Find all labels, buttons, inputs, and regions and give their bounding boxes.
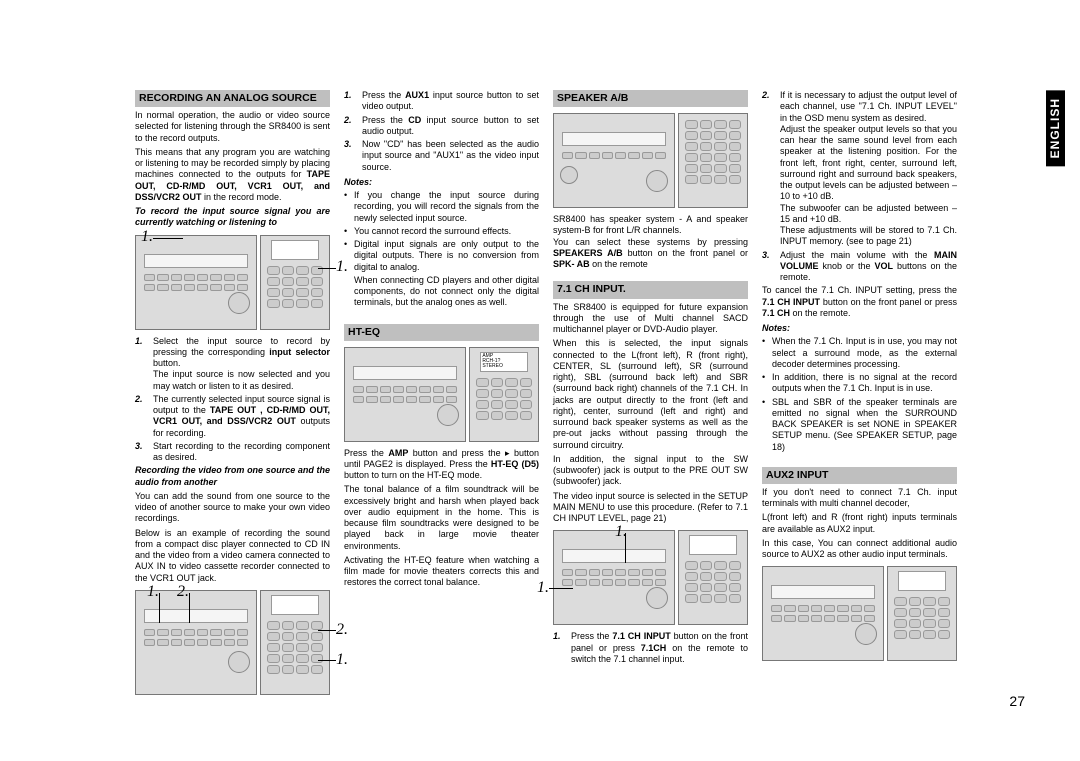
steps-list-cont: 2.If it is necessary to adjust the outpu… (762, 90, 957, 283)
remote-illustration (887, 566, 957, 661)
diagram-record-1: 1. 1. (135, 235, 330, 330)
para: Press the AMP button and press the ▸ but… (344, 448, 539, 482)
callout-1r: 1. (336, 650, 348, 670)
front-panel-illustration (344, 347, 466, 442)
subhead: To record the input source signal you ar… (135, 206, 330, 229)
subhead-2: Recording the video from one source and … (135, 465, 330, 488)
para: Below is an example of recording the sou… (135, 528, 330, 584)
steps-list-71ch: 1.Press the 7.1 CH INPUT button on the f… (553, 631, 748, 665)
callout-1: 1. (147, 582, 159, 602)
remote-illustration: AMPRCH-1?STEREO (469, 347, 539, 442)
heading-aux2: AUX2 INPUT (762, 467, 957, 484)
para: The SR8400 is equipped for future expans… (553, 302, 748, 336)
para: L(front left) and R (front right) inputs… (762, 512, 957, 535)
front-panel-illustration (553, 530, 675, 625)
para: To cancel the 7.1 Ch. INPUT setting, pre… (762, 285, 957, 319)
manual-page: ENGLISH RECORDING AN ANALOG SOURCE In no… (135, 90, 1065, 710)
diagram-71ch: 1. 1. (553, 530, 748, 625)
page-number: 27 (1009, 693, 1025, 711)
steps-list-2: 1.Press the AUX1 input source button to … (344, 90, 539, 173)
remote-illustration (260, 235, 330, 330)
column-3: SPEAKER A/B SR8400 has speaker system - … (553, 90, 748, 701)
notes-heading: Notes: (762, 323, 957, 334)
steps-list-1: 1.Select the input source to record by p… (135, 336, 330, 464)
remote-illustration (260, 590, 330, 695)
remote-illustration (678, 530, 748, 625)
diagram-speaker-ab (553, 113, 748, 208)
callout-1: 1. (141, 227, 153, 247)
notes-list-2: When the 7.1 Ch. Input is in use, you ma… (762, 336, 957, 453)
para: In normal operation, the audio or video … (135, 110, 330, 144)
para: Activating the HT-EQ feature when watchi… (344, 555, 539, 589)
notes-list: If you change the input source during re… (344, 190, 539, 273)
callout-2r: 2. (336, 620, 348, 640)
diagram-record-2: 1. 2. 2. 1. (135, 590, 330, 695)
para: When connecting CD players and other dig… (344, 275, 539, 309)
column-4: 2.If it is necessary to adjust the outpu… (762, 90, 957, 701)
heading-hteq: HT-EQ (344, 324, 539, 341)
heading-speaker-ab: SPEAKER A/B (553, 90, 748, 107)
content-columns: RECORDING AN ANALOG SOURCE In normal ope… (135, 90, 1035, 701)
para: In addition, the signal input to the SW … (553, 454, 748, 488)
column-1: RECORDING AN ANALOG SOURCE In normal ope… (135, 90, 330, 701)
language-tab: ENGLISH (1046, 90, 1065, 166)
remote-illustration (678, 113, 748, 208)
front-panel-illustration (135, 590, 257, 695)
para: When this is selected, the input signals… (553, 338, 748, 451)
heading-71ch: 7.1 CH INPUT. (553, 281, 748, 298)
para: The video input source is selected in th… (553, 491, 748, 525)
front-panel-illustration (553, 113, 675, 208)
para: The tonal balance of a film soundtrack w… (344, 484, 539, 552)
callout-2: 2. (177, 582, 189, 602)
diagram-aux2 (762, 566, 957, 661)
para: SR8400 has speaker system - A and speake… (553, 214, 748, 270)
front-panel-illustration (135, 235, 257, 330)
diagram-hteq: AMPRCH-1?STEREO (344, 347, 539, 442)
callout-1r: 1. (336, 257, 348, 277)
front-panel-illustration (762, 566, 884, 661)
para: You can add the sound from one source to… (135, 491, 330, 525)
para: In this case, You can connect additional… (762, 538, 957, 561)
para: This means that any program you are watc… (135, 147, 330, 203)
callout-1: 1. (537, 578, 549, 598)
notes-heading: Notes: (344, 177, 539, 188)
para: If you don't need to connect 7.1 Ch. inp… (762, 487, 957, 510)
column-2: 1.Press the AUX1 input source button to … (344, 90, 539, 701)
heading-recording: RECORDING AN ANALOG SOURCE (135, 90, 330, 107)
